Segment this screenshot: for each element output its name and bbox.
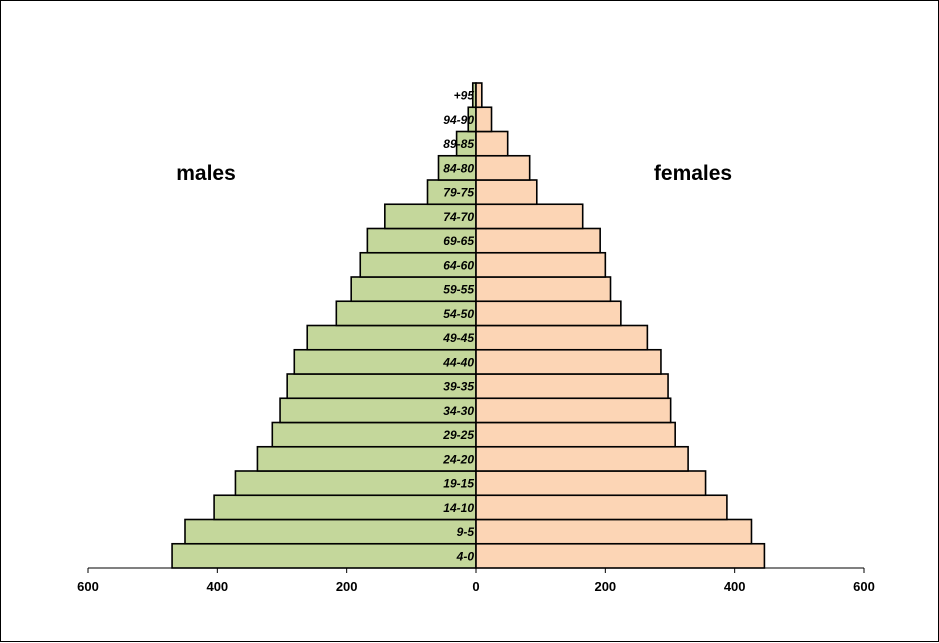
age-label-49-45: 49-45 <box>442 331 474 345</box>
age-label-19-15: 19-15 <box>443 477 474 491</box>
age-label-69-65: 69-65 <box>443 234 474 248</box>
age-label-14-10: 14-10 <box>443 501 474 515</box>
male-bar-9-5 <box>184 518 477 545</box>
male-bar-59-55 <box>350 276 477 303</box>
age-label-84-80: 84-80 <box>443 161 474 175</box>
male-bar-19-15 <box>234 470 477 497</box>
age-label-4-0: 4-0 <box>456 549 475 563</box>
male-bar-64-60 <box>359 251 477 278</box>
age-labels-group: 4-0 9-5 14-10 19-15 24-20 29-25 34-30 39-35 44-4… <box>442 89 474 564</box>
female-bar-49-45 <box>475 324 649 351</box>
female-bar-34-30 <box>475 397 672 424</box>
x-axis: 600 400 200 0 200 400 600 <box>77 567 875 594</box>
male-bar-4-0 <box>171 542 477 569</box>
female-bar-64-60 <box>475 251 607 278</box>
x-tick-label: 200 <box>336 579 358 594</box>
male-bar-69-65 <box>366 227 477 254</box>
female-bar-29-25 <box>475 421 676 448</box>
x-tick-label: 400 <box>206 579 228 594</box>
female-bar-54-50 <box>475 300 622 327</box>
females-label: females <box>654 162 732 185</box>
male-bar-14-10 <box>213 494 477 521</box>
female-bar-69-65 <box>475 227 601 254</box>
age-label-44-40: 44-40 <box>442 355 474 369</box>
female-bar-19-15 <box>475 470 707 497</box>
age-label-29-25: 29-25 <box>442 428 474 442</box>
male-bar-29-25 <box>271 421 477 448</box>
age-label-59-55: 59-55 <box>443 283 474 297</box>
male-bar-49-45 <box>306 324 477 351</box>
males-label: males <box>176 162 236 185</box>
age-label-24-20: 24-20 <box>442 452 474 466</box>
female-bar-39-35 <box>475 373 669 400</box>
male-bar-54-50 <box>335 300 477 327</box>
age-label-79-75: 79-75 <box>443 186 474 200</box>
age-label-74-70: 74-70 <box>443 210 474 224</box>
male-bar-24-20 <box>256 445 477 472</box>
male-bar-79-75 <box>426 179 477 206</box>
age-label-39-35: 39-35 <box>443 380 474 394</box>
bars-group <box>171 82 766 569</box>
female-bar-14-10 <box>475 494 728 521</box>
age-label-54-50: 54-50 <box>443 307 474 321</box>
female-bar-79-75 <box>475 179 538 206</box>
female-bar-94-90 <box>475 106 493 133</box>
x-tick-label: 600 <box>853 579 875 594</box>
age-label-89-85: 89-85 <box>443 137 474 151</box>
x-tick-label: 0 <box>472 579 479 594</box>
x-tick-label: 600 <box>77 579 99 594</box>
female-bar-9-5 <box>475 518 753 545</box>
female-bar-84-80 <box>475 154 531 181</box>
x-tick-label: 200 <box>594 579 616 594</box>
age-label-94-90: 94-90 <box>443 113 474 127</box>
female-bar-74-70 <box>475 203 584 230</box>
female-bar-4-0 <box>475 542 766 569</box>
female-bar-24-20 <box>475 445 689 472</box>
female-bar-44-40 <box>475 348 662 375</box>
age-label-34-30: 34-30 <box>443 404 474 418</box>
age-label-+95: +95 <box>454 89 475 103</box>
female-bar-+95 <box>475 82 483 109</box>
x-tick-label: 400 <box>724 579 746 594</box>
age-label-64-60: 64-60 <box>443 258 474 272</box>
age-label-9-5: 9-5 <box>457 525 475 539</box>
female-bar-59-55 <box>475 276 612 303</box>
female-bar-89-85 <box>475 130 509 157</box>
